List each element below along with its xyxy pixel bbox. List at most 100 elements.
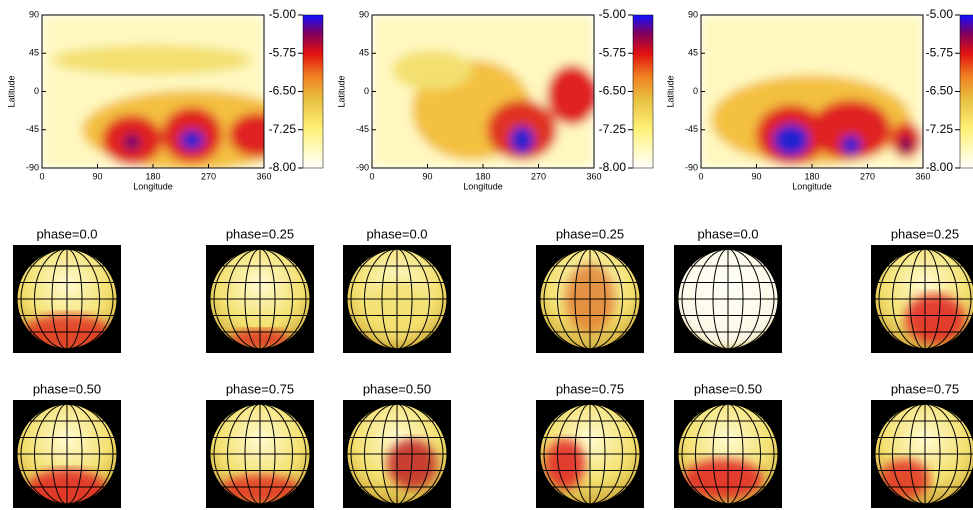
meridian [350,249,444,349]
colorbar-tick-label: -5.00 [926,7,954,21]
colorbar-tick-label: -6.50 [926,84,954,98]
y-tick-label: -90 [356,162,369,172]
meridian [909,249,941,349]
meridian [543,249,637,349]
globe-body [347,404,447,504]
globe [343,245,451,353]
globe-rim [209,248,311,350]
heatmap-body [372,15,594,168]
y-tick-label: -45 [26,124,39,134]
phase-label: phase=0.0 [366,226,427,241]
globe-rim [539,403,641,505]
phase-label: phase=0.50 [33,381,101,396]
meridian [892,249,958,349]
y-tick-label: -45 [685,124,698,134]
phase-label: phase=0.50 [694,381,762,396]
y-tick-label: -90 [26,162,39,172]
heatmap-blob [124,134,140,150]
phase-label: phase=0.75 [226,381,294,396]
phase-label: phase=0.0 [697,226,758,241]
colorbar-tick-label: -5.75 [269,45,297,59]
heatmap-blob [773,124,809,156]
globe [536,245,644,353]
colorbar [632,14,654,169]
x-axis-label: Longitude [133,181,173,191]
x-tick-label: 0 [369,171,374,181]
meridian [244,249,276,349]
meridian [574,404,606,504]
globe-rim [539,248,641,350]
globe [206,400,314,508]
x-axis-label: Longitude [463,181,503,191]
phase-label: phase=0.25 [891,226,959,241]
meridian [381,404,413,504]
y-tick-label: 45 [359,48,369,58]
meridian [213,249,307,349]
heatmap-blob [392,50,472,90]
heatmap-body [701,15,923,168]
x-tick-label: 360 [915,171,930,181]
globe [343,400,451,508]
meridian [681,404,775,504]
x-tick-label: 270 [860,171,875,181]
meridian [227,404,293,504]
colorbar [302,14,324,169]
heatmap-blob [811,100,891,160]
meridian [20,249,114,349]
meridian [712,404,744,504]
y-tick-label: 90 [359,9,369,19]
phase-label: phase=0.50 [363,381,431,396]
colorbar-tick-label: -8.00 [269,160,297,174]
globe [206,245,314,353]
heatmap-blob [900,137,912,153]
colorbar-tick-label: -5.75 [599,45,627,59]
globe [674,400,782,508]
heatmap [372,15,594,168]
globe-rim [16,403,118,505]
colorbar-tick-label: -5.75 [926,45,954,59]
meridian [557,249,623,349]
colorbar [959,14,973,169]
phase-label: phase=0.25 [226,226,294,241]
meridian [892,404,958,504]
globe-body [540,249,640,349]
colorbar-tick-label: -7.25 [599,122,627,136]
meridian [574,249,606,349]
meridian [51,404,83,504]
colorbar-tick-label: -6.50 [269,84,297,98]
x-tick-label: 90 [92,171,102,181]
meridian [244,404,276,504]
meridian [34,249,100,349]
globe-rim [677,248,779,350]
phase-label: phase=0.75 [891,381,959,396]
phase-label: phase=0.0 [36,226,97,241]
y-tick-label: 0 [693,86,698,96]
globe-body [540,404,640,504]
heatmap [701,15,923,168]
meridian [364,404,430,504]
y-tick-label: 45 [688,48,698,58]
meridian [34,404,100,504]
phase-label: phase=0.75 [556,381,624,396]
colorbar-tick-label: -8.00 [926,160,954,174]
y-axis-label: Latitude [336,75,346,107]
meridian [213,404,307,504]
x-tick-label: 270 [201,171,216,181]
colorbar-tick-label: -5.00 [269,7,297,21]
meridian [364,249,430,349]
y-axis-label: Latitude [665,75,675,107]
colorbar-tick-label: -7.25 [926,122,954,136]
globe-rim [346,403,448,505]
y-tick-label: 45 [29,48,39,58]
y-tick-label: -90 [685,162,698,172]
globe-rim [874,403,973,505]
heatmap-blob [510,126,534,154]
y-axis-label: Latitude [6,75,16,107]
meridian [20,404,114,504]
globe-body [875,249,973,349]
globe-body [210,404,310,504]
x-tick-label: 270 [531,171,546,181]
globe-rim [209,403,311,505]
globe-rim [16,248,118,350]
meridian [557,404,623,504]
